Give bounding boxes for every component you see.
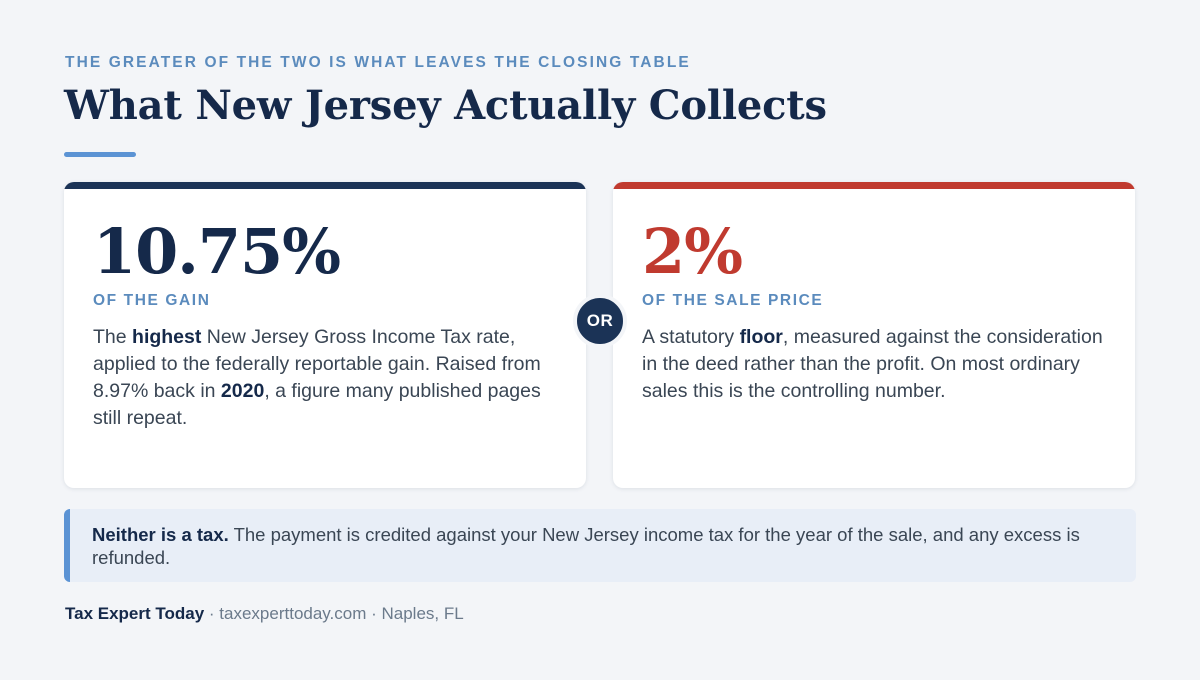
sale-price-card: 2% OF THE SALE PRICE A statutory floor, … — [613, 182, 1135, 488]
title-accent-bar — [64, 152, 136, 157]
footer-site: taxexperttoday.com — [219, 604, 367, 623]
desc-emphasis: 2020 — [220, 380, 265, 402]
footer-separator: · — [366, 604, 382, 623]
desc-text: New Jersey Gross Income Tax rate, applie… — [93, 326, 541, 402]
gain-rate-description: The highest New Jersey Gross Income Tax … — [93, 324, 568, 432]
sale-price-label: OF THE SALE PRICE — [642, 292, 824, 309]
eyebrow-text: THE GREATER OF THE TWO IS WHAT LEAVES TH… — [65, 54, 691, 71]
desc-text: , measured against the consideration in … — [642, 326, 1103, 402]
sale-price-value: 2% — [642, 215, 743, 288]
desc-emphasis: floor — [739, 326, 783, 348]
sale-price-description: A statutory floor, measured against the … — [642, 324, 1117, 405]
footer-brand: Tax Expert Today — [65, 604, 205, 623]
desc-text: A statutory — [642, 326, 740, 348]
note-bold: Neither is a tax. — [92, 524, 229, 545]
page-title: What New Jersey Actually Collects — [64, 82, 827, 129]
gain-rate-label: OF THE GAIN — [93, 292, 211, 309]
gain-rate-card: 10.75% OF THE GAIN The highest New Jerse… — [64, 182, 586, 488]
or-badge: OR — [573, 294, 627, 348]
footer-separator: · — [204, 604, 220, 623]
card-top-bar — [64, 182, 586, 189]
footer-location: Naples, FL — [381, 604, 464, 623]
desc-text: The — [93, 326, 133, 348]
footer: Tax Expert Today · taxexperttoday.com · … — [65, 604, 464, 624]
card-top-bar — [613, 182, 1135, 189]
desc-emphasis: highest — [132, 326, 202, 348]
gain-rate-value: 10.75% — [93, 215, 341, 288]
info-note: Neither is a tax. The payment is credite… — [64, 509, 1136, 582]
note-text: The payment is credited against your New… — [92, 524, 1080, 568]
desc-text: , a figure many published pages still re… — [93, 380, 541, 429]
